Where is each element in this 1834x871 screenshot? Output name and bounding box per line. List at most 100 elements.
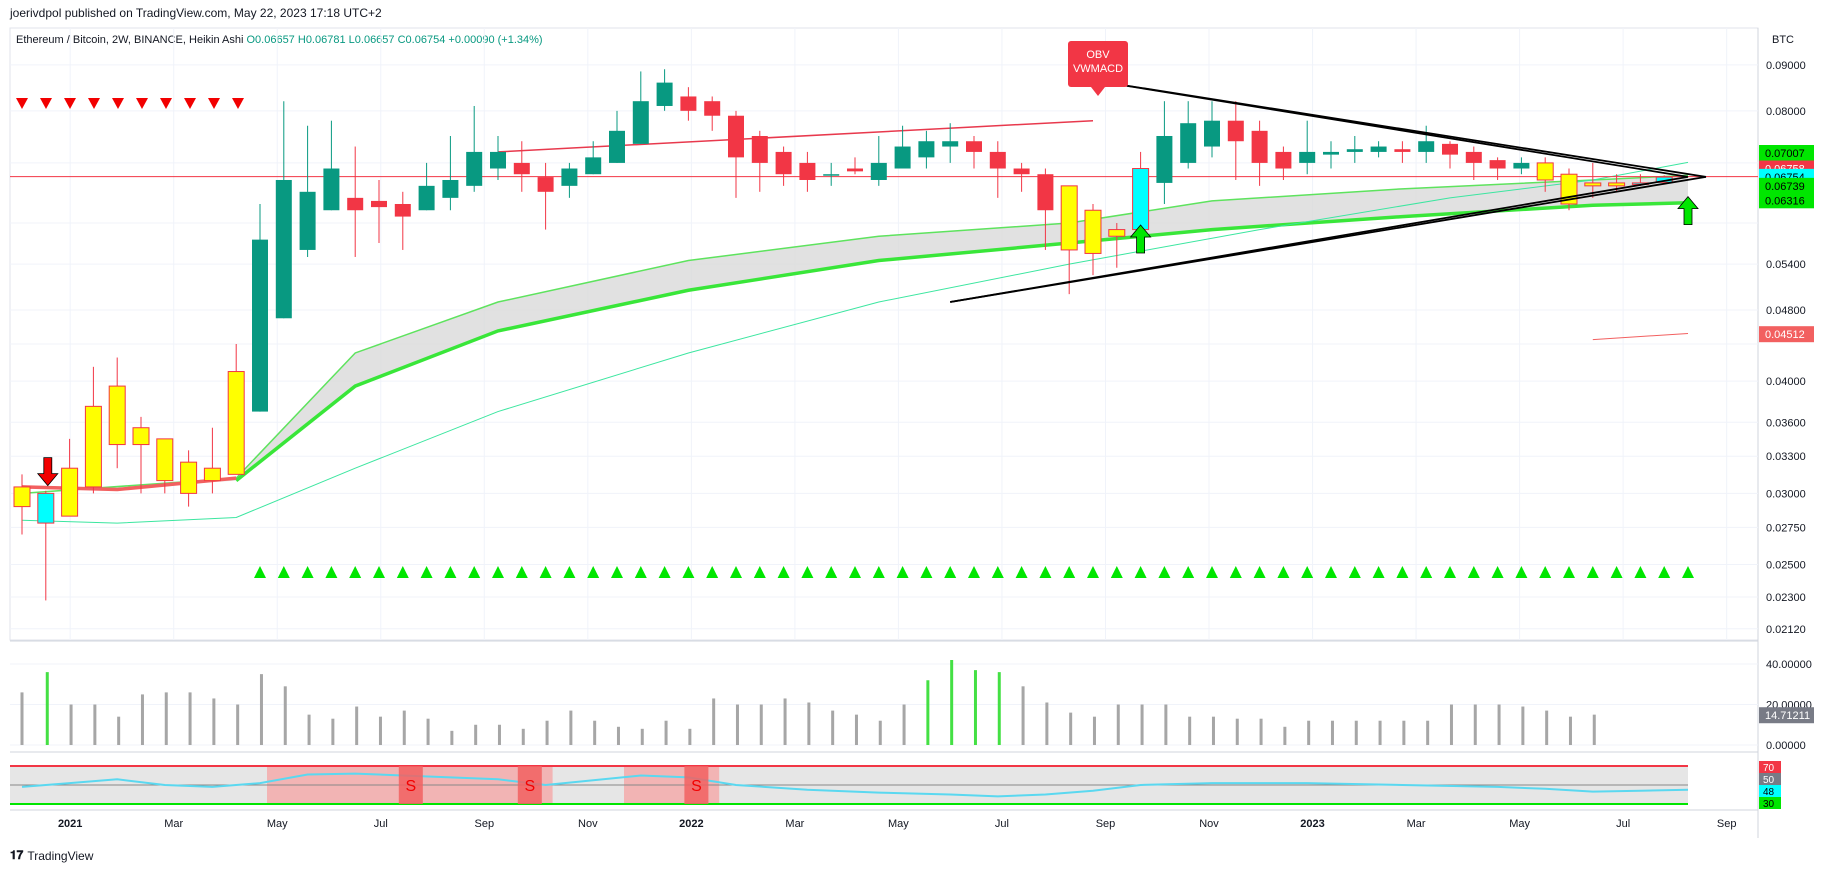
- x-tick-label: Sep: [475, 818, 495, 830]
- y-tick-label: 0.03000: [1766, 488, 1806, 500]
- buy-signal-triangle: [1682, 566, 1694, 578]
- candle-body: [1132, 168, 1150, 231]
- buy-signal-triangle: [539, 566, 552, 578]
- rsi-axis-label: 30: [1763, 799, 1775, 810]
- candle-body: [37, 492, 55, 524]
- buy-signal-triangle: [634, 566, 647, 578]
- x-tick-label: May: [1509, 818, 1530, 830]
- buy-signal-triangle: [1658, 566, 1671, 578]
- annotation-box: [1068, 41, 1128, 87]
- rsi-axis-label: 48: [1763, 787, 1775, 798]
- x-tick-label: 2022: [679, 818, 703, 830]
- candle-body: [1180, 123, 1197, 163]
- y-tick-label: 0.05400: [1766, 259, 1806, 271]
- symmetric-triangle: [950, 79, 1689, 303]
- buy-signal-triangle: [492, 566, 504, 578]
- candle-body: [656, 82, 673, 106]
- candle-body: [466, 151, 483, 186]
- buy-signal-triangle: [658, 566, 671, 578]
- candle-body: [1275, 151, 1292, 169]
- annotation-pointer: [1091, 87, 1105, 96]
- chart-legend: Ethereum / Bitcoin, 2W, BINANCE, Heikin …: [16, 34, 543, 46]
- y-tick-label: 0.09000: [1766, 60, 1806, 72]
- price-badge: [1759, 326, 1814, 343]
- candle-body: [1108, 229, 1126, 237]
- annotation-text: VWMACD: [1073, 63, 1123, 75]
- ohlc-change: +0.00090 (+1.34%): [448, 34, 543, 46]
- buy-signal-triangle: [730, 566, 742, 578]
- candle-body: [1251, 130, 1268, 163]
- rsi-line: [21, 772, 1689, 798]
- x-tick-label: May: [888, 818, 909, 830]
- sell-signal-label: S: [691, 778, 702, 795]
- currency-label: BTC: [1772, 34, 1794, 46]
- sell-signal-triangle: [208, 98, 220, 109]
- candle-body: [1346, 149, 1363, 152]
- candle-body: [180, 461, 198, 494]
- buy-signal-triangle: [801, 566, 814, 578]
- buy-signal-triangle: [1539, 566, 1552, 578]
- candle-body: [894, 146, 911, 169]
- x-tick-label: May: [267, 818, 288, 830]
- y-tick-label: 0.04000: [1766, 376, 1806, 388]
- candle-body: [870, 162, 887, 180]
- candle-body: [1370, 146, 1387, 152]
- up-arrow-icon: [1677, 196, 1699, 226]
- buy-signal-triangle: [1301, 566, 1314, 578]
- candle-body: [1584, 182, 1602, 187]
- volume-value-label: 14.71211: [1765, 710, 1810, 722]
- buy-signal-triangle: [1444, 566, 1456, 578]
- buy-signal-triangle: [872, 566, 885, 578]
- x-tick-label: 2021: [58, 818, 82, 830]
- buy-signal-triangle: [1515, 566, 1528, 578]
- buy-signal-triangle: [420, 566, 433, 578]
- buy-signal-triangle: [563, 566, 576, 578]
- buy-signal-triangle: [944, 566, 957, 578]
- buy-signal-triangle: [1634, 566, 1647, 578]
- sell-signal-triangle: [184, 98, 196, 109]
- buy-signal-triangle: [777, 566, 790, 578]
- buy-signal-triangle: [1015, 566, 1028, 578]
- buy-signal-triangle: [1158, 566, 1171, 578]
- buy-signal-triangle: [325, 566, 338, 578]
- x-tick-label: Jul: [995, 818, 1009, 830]
- candle-body: [1513, 162, 1530, 169]
- candle-body: [775, 151, 792, 175]
- buy-signal-triangle: [611, 566, 623, 578]
- tradingview-logo-icon: 𝟏𝟕: [10, 848, 24, 862]
- candle-body: [1013, 168, 1030, 175]
- candle-body: [156, 438, 174, 482]
- buy-signal-triangle: [1110, 566, 1123, 578]
- candle-body: [1489, 160, 1506, 169]
- buy-signal-triangle: [682, 566, 695, 578]
- candle-body: [1227, 120, 1244, 142]
- sell-signal-triangle: [112, 98, 124, 109]
- candle-body: [799, 162, 816, 180]
- buy-signal-triangle: [968, 566, 980, 578]
- x-tick-label: 2023: [1300, 818, 1324, 830]
- buy-signal-triangle: [587, 566, 600, 578]
- candle-body: [418, 185, 435, 211]
- symbol-title: Ethereum / Bitcoin, 2W, BINANCE, Heikin …: [16, 34, 244, 46]
- candle-body: [585, 157, 602, 175]
- sell-signal-triangle: [136, 98, 148, 109]
- buy-signal-triangle: [373, 566, 385, 578]
- x-tick-label: Mar: [785, 818, 804, 830]
- buy-signal-triangle: [920, 566, 933, 578]
- rsi-axis-label: 70: [1763, 763, 1775, 774]
- buy-signal-triangle: [1229, 566, 1242, 578]
- price-badge-label: 0.04512: [1765, 329, 1805, 341]
- candle-body: [442, 179, 459, 198]
- volume-value-badge: [1759, 707, 1814, 724]
- sell-signal-label: S: [405, 778, 416, 795]
- candle-body: [537, 177, 554, 192]
- buy-signal-triangle: [706, 566, 719, 578]
- y-tick-label: 0.02120: [1766, 624, 1806, 636]
- candle-body: [680, 96, 697, 111]
- candle-body: [728, 115, 744, 158]
- candle-body: [1536, 162, 1554, 181]
- candle-body: [299, 191, 316, 250]
- candle-body: [942, 141, 959, 147]
- candle-body: [918, 141, 935, 158]
